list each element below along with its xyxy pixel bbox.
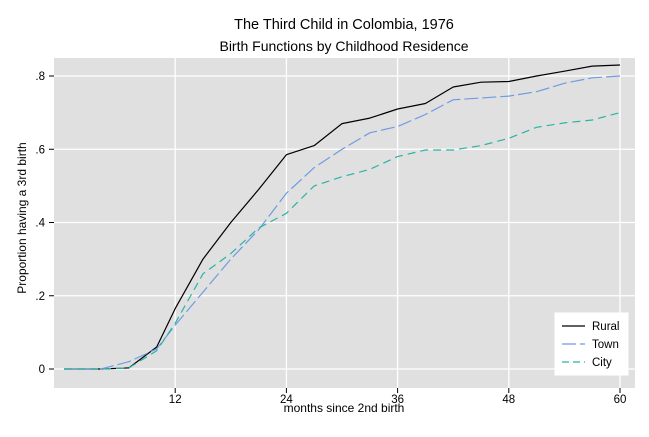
chart-title: The Third Child in Colombia, 1976 [234,17,454,33]
x-tick-label: 24 [280,394,293,406]
y-tick-label: .2 [35,291,45,303]
y-tick-label: .6 [35,144,45,156]
legend-label-town: Town [592,339,619,351]
series-line-rural [64,64,621,370]
chart-legend: Rural Town City [554,312,629,376]
y-tick-label: 0 [39,364,45,376]
chart-subtitle: Birth Functions by Childhood Residence [219,38,468,54]
x-tick-label: 36 [391,394,404,406]
x-tick-label: 48 [502,394,515,406]
x-axis-label: months since 2nd birth [284,401,405,415]
y-axis-label: Proportion having a 3rd birth [15,142,29,293]
legend-box [554,312,629,376]
series-group [64,64,621,370]
series-line-city [64,112,621,370]
axes: 0 .2 .4 .6 .8 12 24 36 48 60 [35,71,626,406]
x-tick-label: 60 [614,394,627,406]
series-line-town [64,75,621,370]
x-tick-label: 12 [169,394,182,406]
y-tick-label: .8 [35,71,45,83]
legend-label-city: City [592,357,612,369]
legend-label-rural: Rural [592,321,619,333]
y-tick-label: .4 [35,218,45,230]
